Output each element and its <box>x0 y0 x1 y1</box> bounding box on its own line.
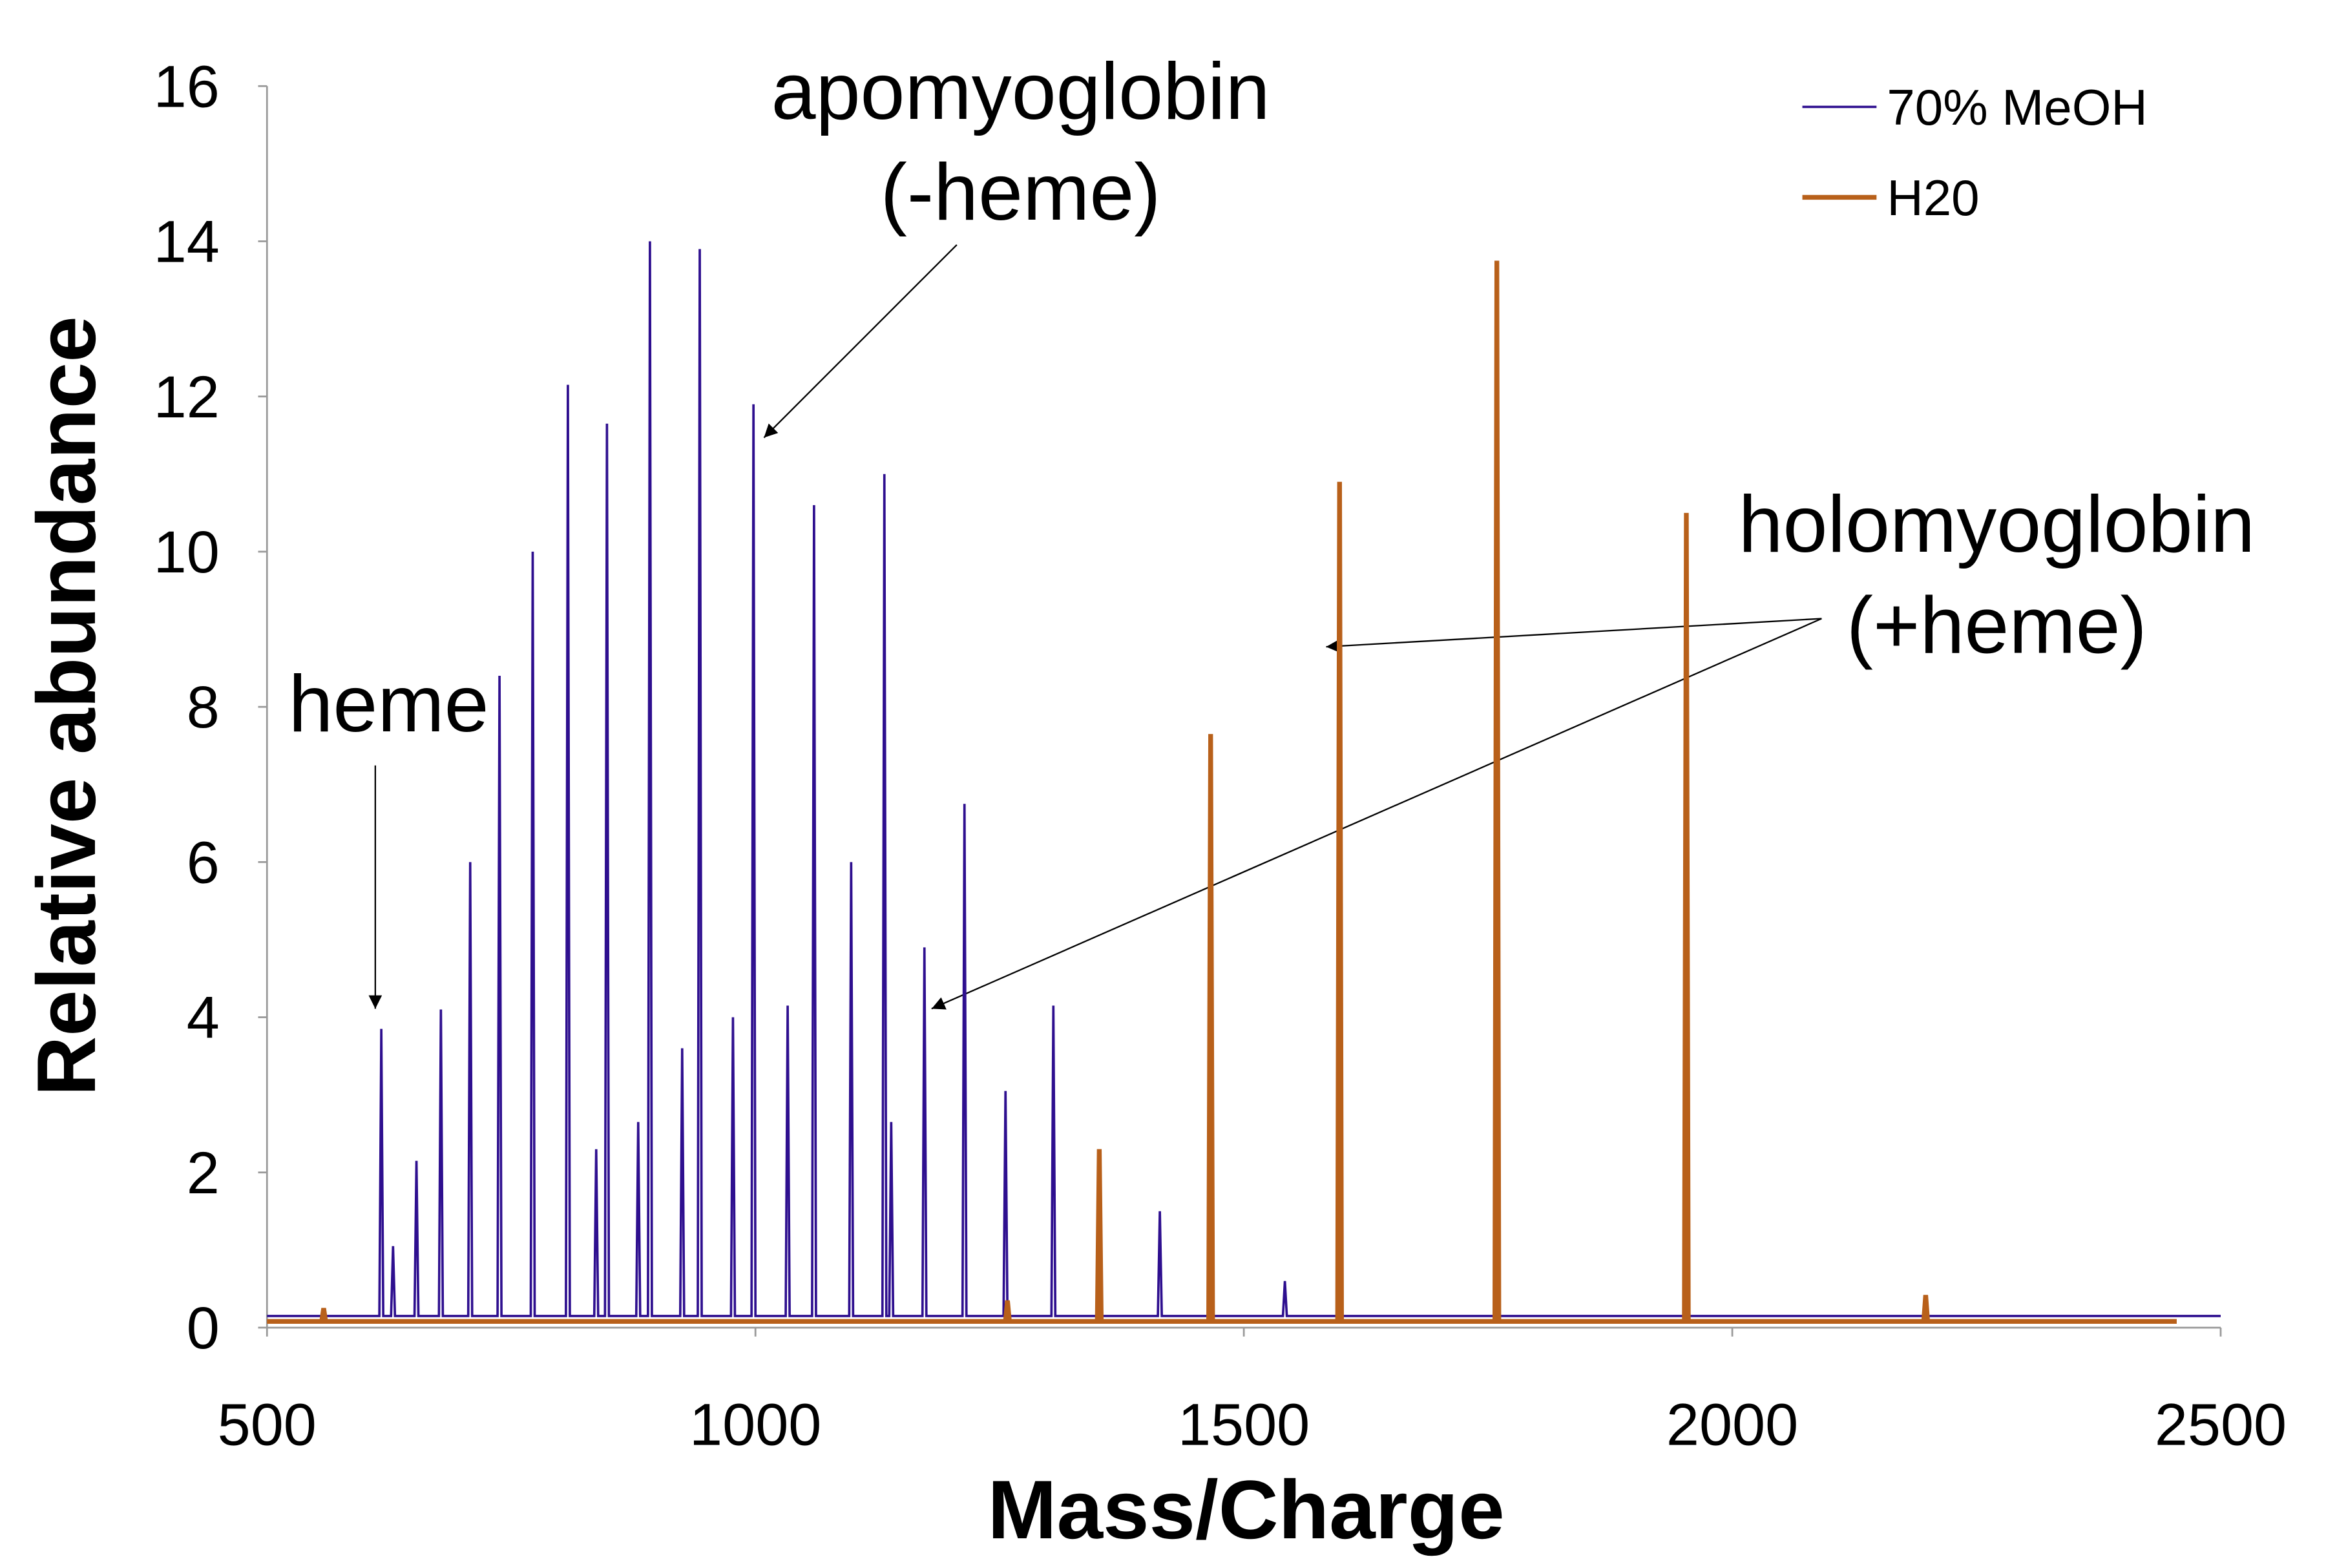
x-tick-label: 1500 <box>1178 1392 1310 1458</box>
y-tick-label: 14 <box>154 209 220 275</box>
x-axis-title: Mass/Charge <box>987 1464 1504 1556</box>
y-tick-label: 16 <box>154 54 220 120</box>
annotation-arrow <box>763 244 958 439</box>
annotation-arrow <box>1326 618 1822 653</box>
annotation: (+heme) <box>1847 581 2147 670</box>
series-line <box>267 260 2177 1324</box>
series-line <box>267 241 2221 1317</box>
annotation: (-heme) <box>881 148 1161 237</box>
y-axis-title: Relative abundance <box>21 316 113 1096</box>
y-tick-label: 10 <box>154 519 220 585</box>
y-tick-label: 6 <box>187 830 220 895</box>
annotation: apomyoglobin <box>771 47 1270 136</box>
legend-label: 70% MeOH <box>1887 79 2147 136</box>
x-tick-label: 2000 <box>1666 1392 1798 1458</box>
annotation-arrow <box>931 618 1822 1010</box>
legend-label: H20 <box>1887 169 1979 226</box>
x-tick-label: 2500 <box>2155 1392 2287 1458</box>
x-tick-label: 1000 <box>689 1392 821 1458</box>
annotation: heme <box>288 660 488 749</box>
y-tick-label: 0 <box>187 1295 220 1361</box>
x-tick-label: 500 <box>218 1392 317 1458</box>
y-tick-label: 2 <box>187 1140 220 1206</box>
y-tick-label: 8 <box>187 674 220 740</box>
y-tick-label: 12 <box>154 364 220 430</box>
annotation: holomyoglobin <box>1739 480 2255 569</box>
y-tick-label: 4 <box>187 985 220 1051</box>
